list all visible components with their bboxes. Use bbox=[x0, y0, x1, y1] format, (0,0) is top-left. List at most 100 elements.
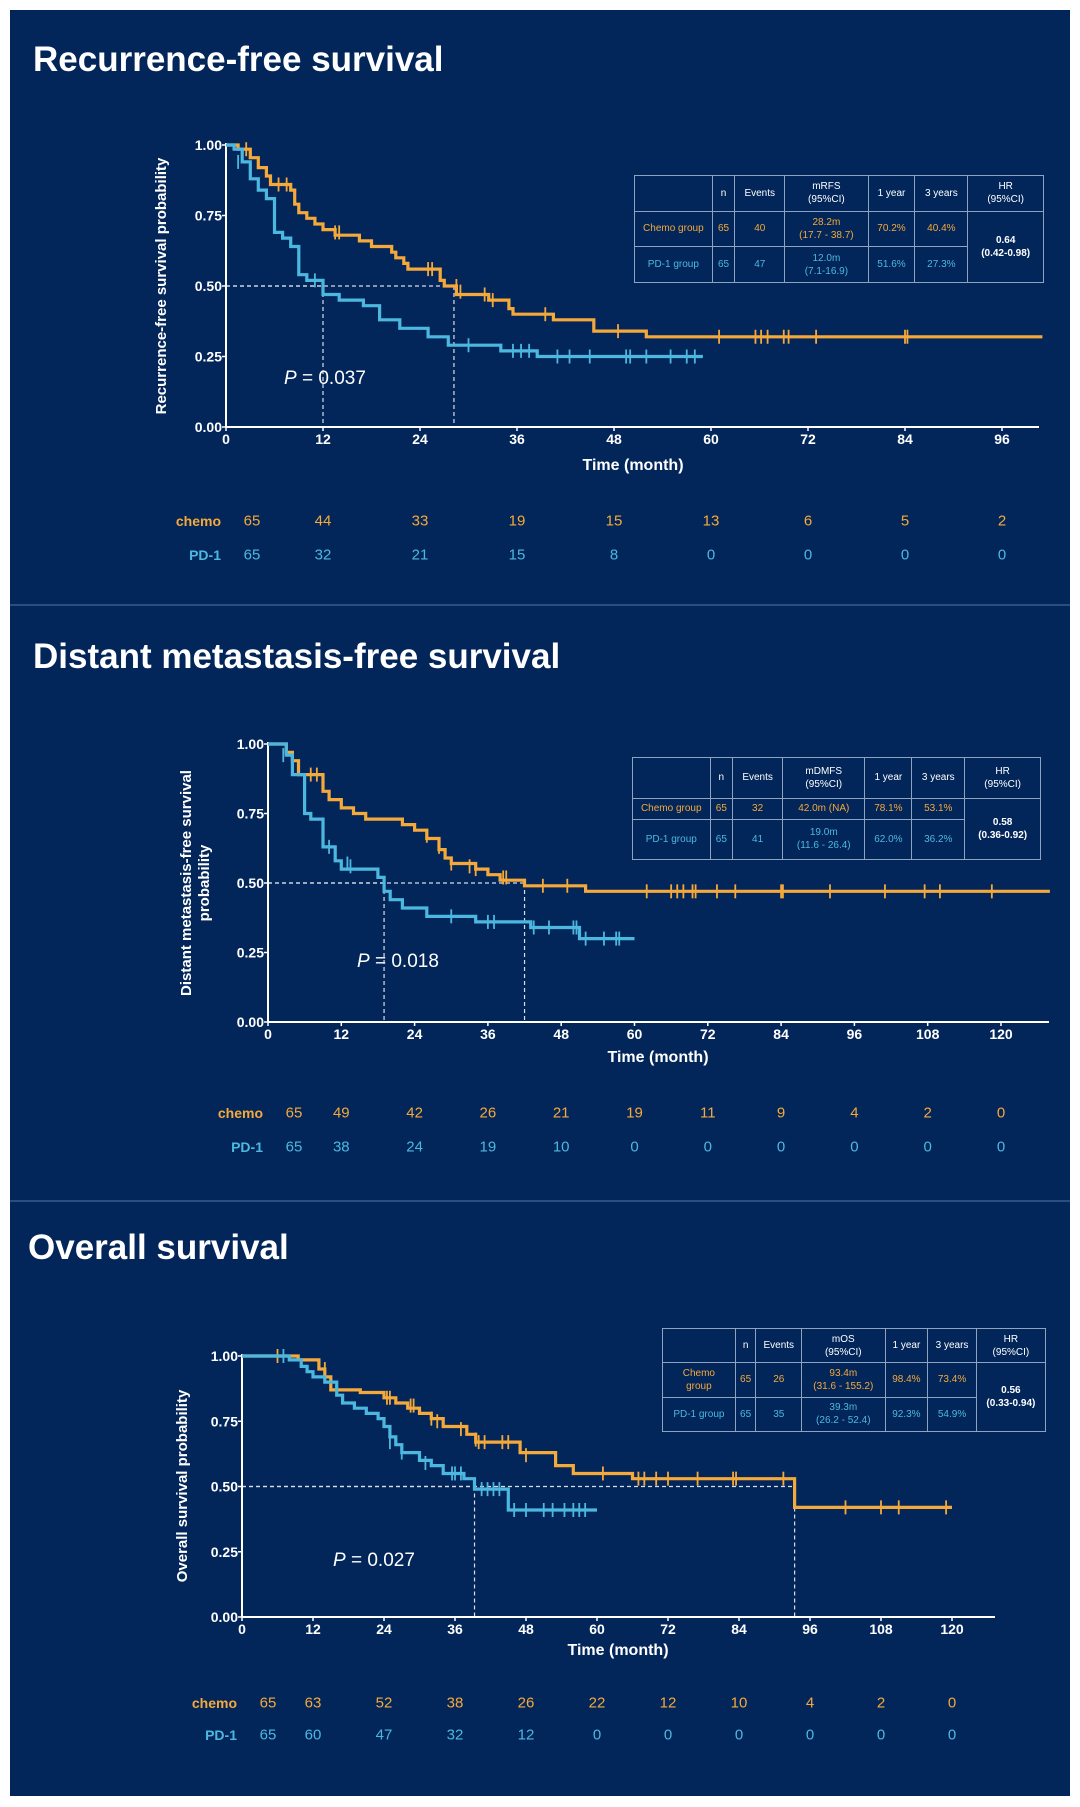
stats-row: Chemo group 65 40 28.2m (17.7 - 38.7) 70.2% 40… bbox=[634, 210, 1044, 284]
x-tick-label: 48 bbox=[606, 431, 622, 447]
median-cell: 39.3m (26.2 - 52.4) bbox=[801, 1396, 886, 1433]
x-tick-label: 36 bbox=[509, 431, 525, 447]
number-at-risk-pd1: 38 bbox=[332, 1138, 350, 1156]
number-at-risk-chemo: 9 bbox=[776, 1104, 786, 1122]
stats-row: Chemo group 65 32 42.0m (NA) 78.1% 53.1% 0.58(… bbox=[632, 797, 1041, 860]
x-tick-label: 0 bbox=[238, 1621, 246, 1637]
number-at-risk-pd1: 0 bbox=[703, 1138, 712, 1156]
number-at-risk-pd1: 8 bbox=[609, 546, 619, 564]
number-at-risk-chemo: 4 bbox=[805, 1694, 815, 1712]
number-at-risk-pd1: 0 bbox=[876, 1726, 886, 1744]
one-year-cell: 70.2% bbox=[867, 210, 916, 248]
x-axis-label-dmfs: Time (month) bbox=[607, 1049, 709, 1066]
number-at-risk-chemo: 42 bbox=[406, 1104, 423, 1122]
one-year-cell: 98.4% bbox=[884, 1362, 929, 1398]
y-tick-label: 0.75 bbox=[195, 208, 222, 224]
number-at-risk-pd1: 0 bbox=[997, 546, 1007, 564]
risk-row-label-chemo: chemo bbox=[191, 1695, 237, 1711]
three-year-cell: 40.4% bbox=[914, 210, 969, 248]
risk-row-label-pd1: PD-1 bbox=[205, 1727, 237, 1743]
events-cell: 47 bbox=[734, 246, 786, 283]
x-tick-label: 36 bbox=[480, 1026, 496, 1042]
section-title-rfs: Recurrence-free survival bbox=[33, 40, 444, 79]
stats-header-cell: mOS (95%CI) bbox=[801, 1327, 886, 1364]
stats-header-cell: 1 year bbox=[884, 1327, 929, 1364]
p-value-rfs: P = 0.037 bbox=[284, 368, 366, 389]
number-at-risk-pd1: 0 bbox=[776, 1138, 786, 1156]
number-at-risk-pd1: 0 bbox=[923, 1138, 932, 1156]
one-year-cell: 78.1% bbox=[864, 797, 913, 820]
number-at-risk-chemo: 44 bbox=[314, 512, 332, 530]
median-cell: 19.0m (11.6 - 26.4) bbox=[782, 818, 866, 860]
number-at-risk-pd1: 12 bbox=[517, 1726, 535, 1744]
y-tick-label: 0.75 bbox=[211, 1413, 238, 1429]
number-at-risk-chemo: 6 bbox=[803, 512, 813, 530]
stats-row: PD-1 group 65 35 39.3m (26.2 - 52.4) 92.3% 54.… bbox=[662, 1396, 1046, 1433]
number-at-risk-chemo: 13 bbox=[702, 512, 720, 530]
number-at-risk-chemo: 5 bbox=[900, 512, 910, 530]
number-at-risk-pd1: 0 bbox=[900, 546, 910, 564]
y-tick-label: 0.00 bbox=[211, 1609, 238, 1625]
number-at-risk-chemo: 63 bbox=[304, 1694, 322, 1712]
number-at-risk-chemo: 2 bbox=[876, 1694, 886, 1712]
p-value-number: 0.018 bbox=[391, 951, 439, 972]
x-tick-label: 24 bbox=[412, 431, 428, 447]
three-year-cell: 73.4% bbox=[927, 1362, 977, 1398]
stats-header-cell: n bbox=[734, 1327, 757, 1364]
stats-header-cell: mRFS (95%CI) bbox=[784, 175, 869, 212]
events-cell: 40 bbox=[734, 210, 786, 248]
stats-header-cell: 1 year bbox=[864, 757, 913, 799]
x-tick-label: 0 bbox=[264, 1026, 272, 1042]
x-tick-label: 108 bbox=[869, 1621, 893, 1637]
number-at-risk-pd1: 47 bbox=[375, 1726, 393, 1744]
y-tick-label: 0.50 bbox=[237, 875, 264, 891]
x-tick-label: 24 bbox=[407, 1026, 423, 1042]
number-at-risk-pd1: 32 bbox=[314, 546, 332, 564]
x-tick-label: 0 bbox=[222, 431, 230, 447]
stats-header-cell bbox=[634, 175, 713, 212]
y-tick-label: 0.00 bbox=[237, 1014, 264, 1030]
x-tick-label: 60 bbox=[627, 1026, 643, 1042]
stats-header-cell: mDMFS (95%CI) bbox=[782, 757, 866, 799]
group-name-cell: PD-1 group bbox=[632, 818, 711, 860]
y-tick-label: 0.25 bbox=[211, 1544, 238, 1560]
p-symbol: P bbox=[284, 368, 297, 389]
risk-row-label-pd1: PD-1 bbox=[189, 547, 221, 563]
number-at-risk-pd1: 19 bbox=[479, 1138, 497, 1156]
x-tick-label: 72 bbox=[700, 1026, 716, 1042]
n-cell: 65 bbox=[709, 818, 734, 860]
y-tick-label: 0.75 bbox=[237, 806, 264, 822]
number-at-risk-pd1: 65 bbox=[259, 1726, 277, 1744]
number-at-risk-chemo: 19 bbox=[508, 512, 526, 530]
x-tick-label: 84 bbox=[897, 431, 913, 447]
stats-header-cell: 1 year bbox=[867, 175, 916, 212]
x-tick-label: 12 bbox=[334, 1026, 350, 1042]
x-tick-label: 48 bbox=[553, 1026, 569, 1042]
three-year-cell: 27.3% bbox=[914, 246, 969, 283]
number-at-risk-chemo: 65 bbox=[285, 1104, 303, 1122]
hazard-ratio-cell: 0.58 (0.36-0.92) bbox=[964, 797, 1041, 860]
number-at-risk-chemo: 65 bbox=[259, 1694, 277, 1712]
x-tick-label: 12 bbox=[305, 1621, 321, 1637]
number-at-risk-pd1: 0 bbox=[630, 1138, 639, 1156]
number-at-risk-chemo: 11 bbox=[700, 1104, 716, 1122]
pd1-survival-curve bbox=[268, 742, 635, 941]
number-at-risk-chemo: 2 bbox=[997, 512, 1007, 530]
n-cell: 65 bbox=[711, 246, 736, 283]
median-cell: 12.0m (7.1-16.9) bbox=[784, 246, 869, 283]
number-at-risk-pd1: 0 bbox=[803, 546, 813, 564]
x-tick-label: 108 bbox=[916, 1026, 940, 1042]
number-at-risk-chemo: 2 bbox=[923, 1104, 932, 1122]
stats-table-dmfs: n Events mDMFS (95%CI) 1 year 3 years HR (95%CI… bbox=[632, 757, 1041, 860]
number-at-risk-chemo: 4 bbox=[850, 1104, 859, 1122]
events-cell: 41 bbox=[732, 818, 784, 860]
chemo-survival-curve bbox=[226, 143, 1043, 339]
hazard-ratio-cell: 0.56 (0.33-0.94) bbox=[975, 1362, 1047, 1432]
x-tick-label: 96 bbox=[994, 431, 1010, 447]
stats-header-cell: Events bbox=[734, 175, 786, 212]
y-tick-label: 0.00 bbox=[195, 419, 222, 435]
number-at-risk-chemo: 65 bbox=[243, 512, 261, 530]
one-year-cell: 92.3% bbox=[884, 1396, 929, 1433]
stats-header-cell: n bbox=[709, 757, 734, 799]
stats-header-cell: HR (95%CI) bbox=[975, 1327, 1047, 1364]
